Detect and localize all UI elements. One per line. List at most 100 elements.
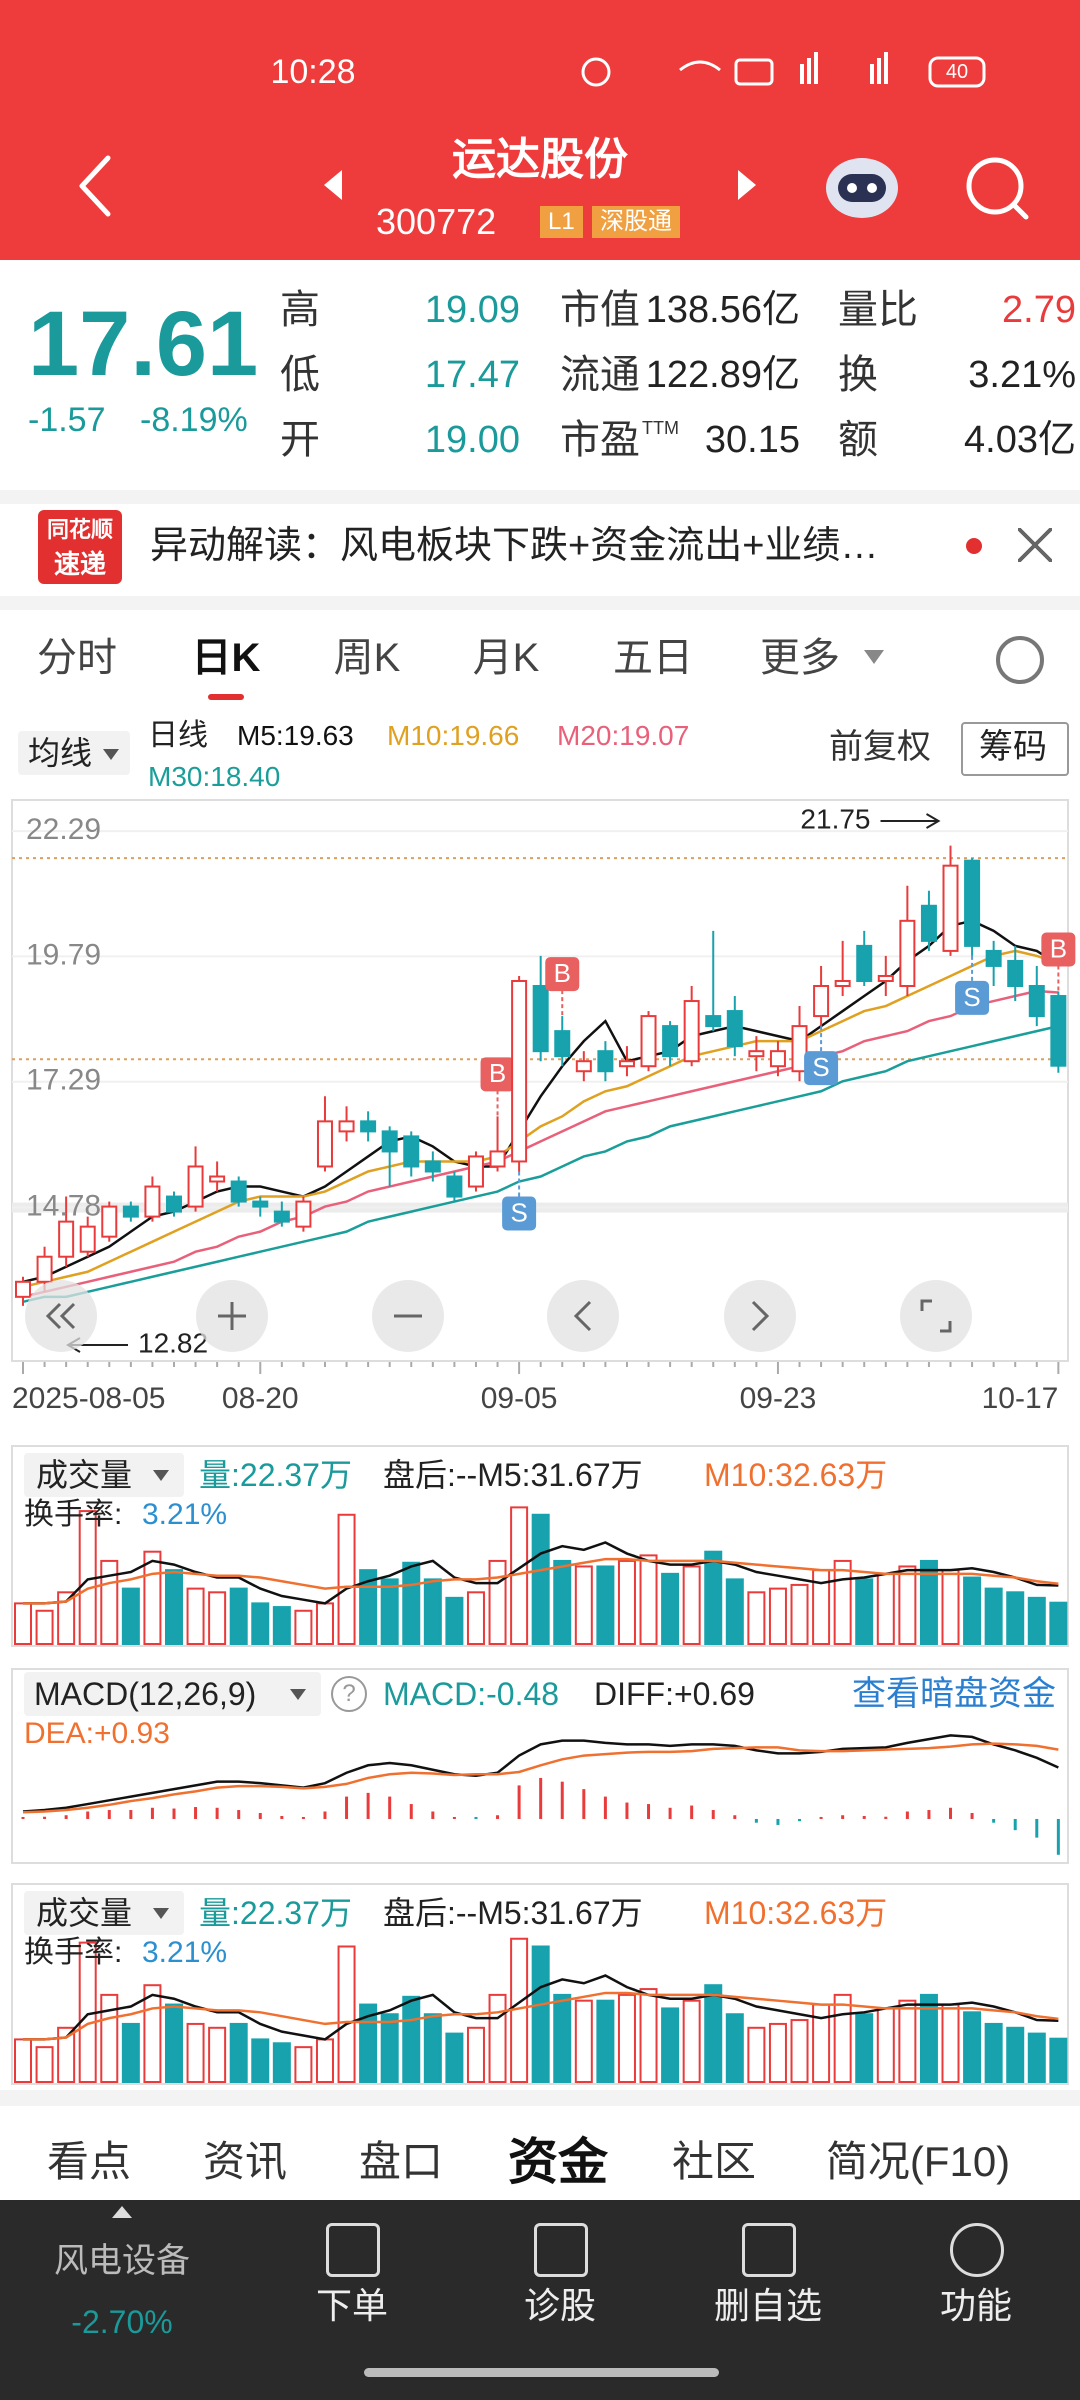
volume-bar <box>768 2022 787 2084</box>
y-tick-label: 22.29 <box>26 813 101 846</box>
volume-bar <box>337 1945 356 2083</box>
prev-stock[interactable] <box>324 170 342 200</box>
period-tab[interactable]: 分时 <box>37 636 117 680</box>
panel-title: 成交量 <box>36 1457 133 1493</box>
volume-bar <box>855 1578 874 1645</box>
volume-bar <box>963 1576 982 1646</box>
volume-bar <box>574 1999 593 2083</box>
y-tick-label: 19.79 <box>26 938 101 971</box>
volume-bar <box>229 1587 248 1646</box>
stat-value: 30.15 <box>704 419 800 461</box>
candle-body <box>187 1165 204 1208</box>
section-tab[interactable]: 资金 <box>508 2134 608 2190</box>
candle-body <box>101 1205 118 1238</box>
stat-value: 19.09 <box>424 289 520 331</box>
candle-body <box>122 1205 139 1218</box>
action-icon[interactable] <box>742 2223 796 2277</box>
next-stock[interactable] <box>738 170 756 200</box>
sector-change: -2.70% <box>71 2304 173 2340</box>
stock-name: 运达股份 <box>452 135 628 184</box>
volume-bar <box>251 1602 270 1645</box>
signal-badge <box>1041 932 1076 967</box>
price-change-pct: -8.19% <box>140 401 248 439</box>
gap <box>0 2090 1080 2106</box>
period-tab[interactable]: 周K <box>333 636 401 680</box>
action-icon[interactable] <box>534 2223 588 2277</box>
candle-body <box>36 1255 53 1283</box>
action-label[interactable]: 删自选 <box>713 2285 823 2326</box>
volume-bar <box>833 1993 852 2083</box>
search-button[interactable] <box>966 157 1024 215</box>
candle-body <box>446 1175 463 1198</box>
x-tick-label: 09-05 <box>481 1382 558 1415</box>
period-tab[interactable]: 更多 <box>760 636 840 680</box>
volume-bar <box>35 1609 54 1645</box>
candle-body <box>985 949 1002 967</box>
back-button[interactable] <box>79 155 111 217</box>
dark-pool-link[interactable]: 查看暗盘资金 <box>852 1675 1056 1713</box>
y-tick-label: 14.78 <box>26 1190 101 1223</box>
max-arrow <box>880 813 941 829</box>
candle-body <box>791 1025 808 1073</box>
volume-bar <box>445 2032 464 2084</box>
adjust-label[interactable]: 前复权 <box>829 728 931 766</box>
chart-control[interactable] <box>724 1280 796 1352</box>
ma-line <box>22 989 1059 1299</box>
volume-m10: M10:32.63万 <box>704 1895 888 1931</box>
candle-body <box>662 1025 679 1058</box>
section-tab[interactable]: 盘口 <box>358 2138 444 2185</box>
news-text[interactable]: 异动解读：风电板块下跌+资金流出+业绩… <box>150 525 879 567</box>
candle-body <box>640 1015 657 1068</box>
diff-line <box>22 1734 1059 1813</box>
y-tick-label: 17.29 <box>26 1064 101 1097</box>
section-tab[interactable]: 看点 <box>46 2138 132 2185</box>
action-icon[interactable] <box>950 2223 1004 2277</box>
chart-control[interactable] <box>900 1280 972 1352</box>
volume-bar <box>898 1565 917 1645</box>
volume-m5: 盘后:--M5:31.67万 <box>383 1457 643 1493</box>
chart-frame <box>11 799 1069 1362</box>
chart-control[interactable] <box>547 1280 619 1352</box>
stock-code: 300772 <box>376 201 497 242</box>
section-tab[interactable]: 资讯 <box>202 2138 288 2185</box>
volume-bar <box>359 1569 378 1645</box>
volume-bar <box>704 1550 723 1645</box>
volume-bar <box>186 2022 205 2084</box>
period-tab[interactable]: 五日 <box>613 636 693 680</box>
volume-bar <box>682 1565 701 1645</box>
section-tab[interactable]: 简况(F10) <box>825 2138 1011 2185</box>
battery-level: 40 <box>945 61 969 83</box>
chips-button[interactable] <box>961 722 1069 776</box>
panel-button[interactable] <box>24 1672 321 1716</box>
sector-name[interactable]: 风电设备 <box>54 2242 190 2280</box>
volume-bar <box>294 1609 313 1645</box>
volume-bar <box>57 1591 76 1645</box>
action-label[interactable]: 功能 <box>939 2285 1013 2326</box>
volume-bar <box>1006 1591 1025 1645</box>
volume-bar <box>164 2003 183 2083</box>
badge: 深股通 <box>592 206 680 238</box>
period-tab[interactable]: 月K <box>472 636 540 680</box>
settings-button[interactable] <box>996 636 1044 684</box>
volume-bar <box>35 2046 54 2083</box>
max-label: 21.75 <box>800 803 870 834</box>
volume-bar <box>1027 1596 1046 1646</box>
robot-icon[interactable] <box>826 158 898 218</box>
volume-bar <box>251 2038 270 2084</box>
stat-label: 市值 <box>560 288 640 332</box>
action-label[interactable]: 诊股 <box>523 2285 597 2326</box>
section-tab[interactable]: 社区 <box>671 2138 757 2185</box>
candle-body <box>899 919 916 987</box>
volume-m10: M10:32.63万 <box>704 1457 888 1493</box>
stat-value: 17.47 <box>424 354 520 396</box>
period-tab[interactable]: 日K <box>191 636 261 680</box>
news-close[interactable] <box>1018 528 1052 562</box>
kline-chart: 22.29 19.79 17.29 14.78 B S B S S B 21.75 12.82 <box>11 799 1076 1362</box>
action-icon[interactable] <box>326 2223 380 2277</box>
action-label[interactable]: 下单 <box>315 2285 389 2326</box>
chips-label[interactable]: 筹码 <box>979 728 1047 766</box>
stat-value: 19.00 <box>424 419 520 461</box>
alarm-icon <box>581 57 611 87</box>
volume-bar <box>445 1596 464 1646</box>
